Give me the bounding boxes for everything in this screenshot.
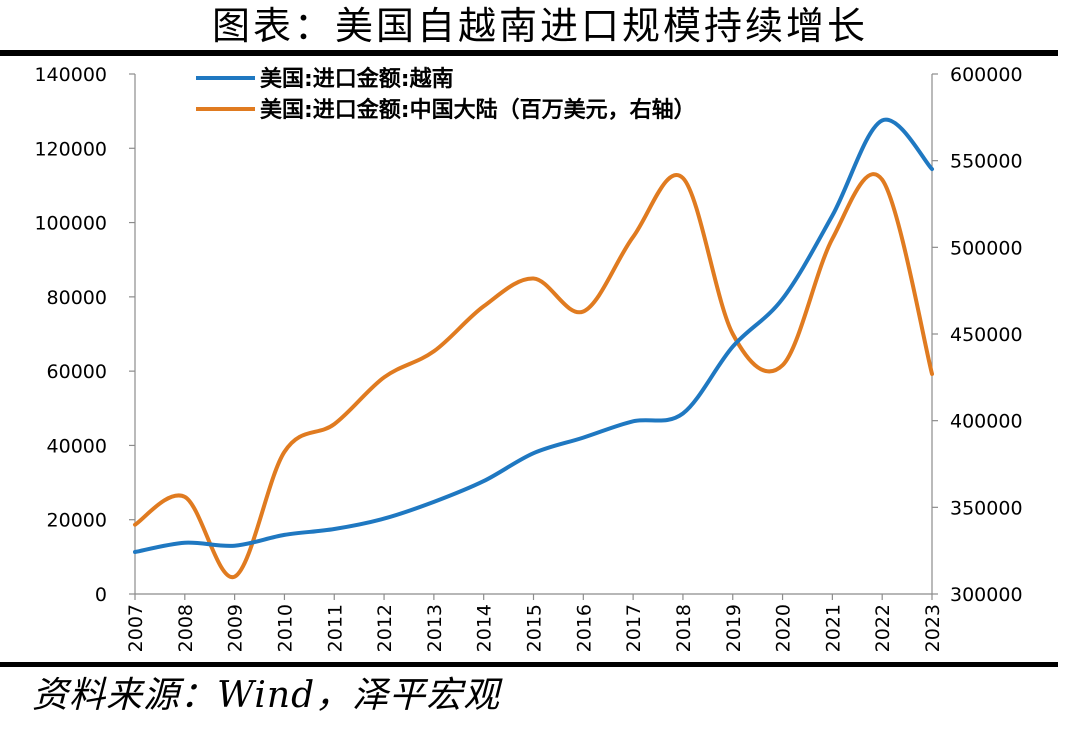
source-note: 资料来源：Wind，泽平宏观 (32, 675, 501, 716)
bottom-rule (0, 662, 1058, 667)
right-tick-label: 600000 (950, 64, 1023, 86)
x-tick-label: 2023 (922, 604, 944, 652)
x-tick-label: 2011 (324, 604, 346, 652)
x-tick-label: 2015 (524, 604, 546, 652)
left-tick-label: 40000 (47, 435, 107, 457)
left-tick-label: 60000 (47, 361, 107, 383)
x-tick-label: 2013 (424, 604, 446, 652)
chart-title: 图表：美国自越南进口规模持续增长 (211, 4, 868, 48)
x-tick-label: 2019 (723, 604, 745, 652)
left-tick-label: 140000 (34, 64, 107, 86)
right-tick-label: 500000 (950, 237, 1023, 259)
x-tick-label: 2012 (374, 604, 396, 652)
legend-label: 美国:进口金额:中国大陆（百万美元，右轴） (260, 97, 696, 123)
x-tick-label: 2016 (573, 604, 595, 652)
legend-item-vietnam: 美国:进口金额:越南 (196, 66, 454, 92)
left-tick-label: 80000 (47, 287, 107, 309)
right-tick-label: 550000 (950, 151, 1023, 173)
x-tick-label: 2020 (773, 604, 795, 652)
right-tick-label: 300000 (950, 584, 1023, 606)
series-line-vietnam (133, 117, 934, 554)
x-tick-label: 2017 (623, 604, 645, 652)
x-tick-label: 2018 (673, 604, 695, 652)
left-tick-label: 100000 (34, 213, 107, 235)
right-tick-label: 400000 (950, 411, 1023, 433)
x-tick-label: 2009 (225, 604, 247, 652)
top-rule (0, 50, 1058, 56)
x-tick-label: 2014 (474, 604, 496, 652)
chart-axes: 0 20000 40000 60000 80000 100000 120000 140000 3… (34, 64, 1022, 652)
right-tick-label: 450000 (950, 324, 1023, 346)
legend-label: 美国:进口金额:越南 (260, 66, 454, 92)
left-tick-label: 0 (95, 584, 107, 606)
x-tick-label: 2010 (274, 604, 296, 652)
x-tick-label: 2022 (872, 604, 894, 652)
x-tick-label: 2008 (175, 604, 197, 652)
series-line-china (133, 172, 934, 579)
chart-series (133, 117, 934, 579)
left-tick-label: 120000 (34, 138, 107, 160)
legend-item-china: 美国:进口金额:中国大陆（百万美元，右轴） (196, 97, 696, 123)
right-tick-label: 350000 (950, 497, 1023, 519)
left-tick-label: 20000 (47, 510, 107, 532)
x-tick-label: 2021 (822, 604, 844, 652)
x-tick-label: 2007 (125, 604, 147, 652)
